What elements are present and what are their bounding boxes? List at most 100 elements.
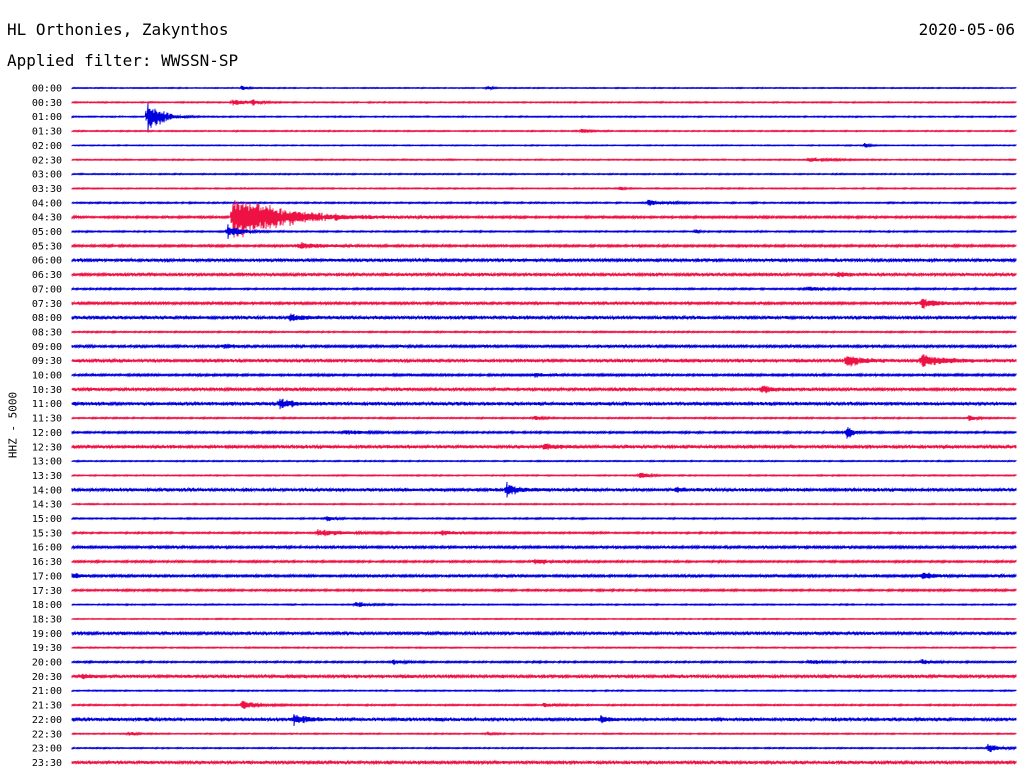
trace-line xyxy=(71,257,1017,264)
trace-line xyxy=(71,286,1017,292)
time-label: 19:00 xyxy=(32,629,62,640)
time-label: 23:30 xyxy=(32,758,62,769)
time-label: 14:30 xyxy=(32,500,62,511)
trace-line xyxy=(71,186,1017,191)
record-date: 2020-05-06 xyxy=(918,20,1015,39)
time-label: 03:30 xyxy=(32,184,62,195)
trace-line xyxy=(71,673,1017,680)
trace-line xyxy=(71,354,1017,368)
time-label: 04:00 xyxy=(32,198,62,209)
trace-line xyxy=(71,313,1017,322)
trace-line xyxy=(71,601,1017,608)
trace-line xyxy=(71,199,1017,207)
trace-line xyxy=(71,200,1017,238)
trace-line xyxy=(71,617,1017,621)
station-title: HL Orthonies, Zakynthos xyxy=(7,20,229,39)
time-label: 01:30 xyxy=(32,127,62,138)
time-label: 03:00 xyxy=(32,170,62,181)
time-label: 20:00 xyxy=(32,658,62,669)
trace-line xyxy=(71,472,1017,479)
trace-line xyxy=(71,658,1017,666)
trace-line xyxy=(71,372,1017,378)
filter-label: Applied filter: WWSSN-SP xyxy=(7,51,239,70)
time-label: 16:30 xyxy=(32,557,62,568)
trace-line xyxy=(71,714,1017,727)
time-label: 11:30 xyxy=(32,414,62,425)
time-label: 07:30 xyxy=(32,299,62,310)
time-label: 12:00 xyxy=(32,428,62,439)
trace-line xyxy=(71,99,1017,106)
time-label: 23:00 xyxy=(32,744,62,755)
time-label: 20:30 xyxy=(32,672,62,683)
trace-line xyxy=(71,398,1017,410)
trace-line xyxy=(71,128,1017,134)
time-label: 04:30 xyxy=(32,213,62,224)
trace-line xyxy=(71,271,1017,278)
trace-line xyxy=(71,426,1017,439)
time-label: 15:00 xyxy=(32,514,62,525)
time-label: 07:00 xyxy=(32,284,62,295)
time-label: 05:00 xyxy=(32,227,62,238)
trace-line xyxy=(71,587,1017,593)
trace-line xyxy=(71,172,1017,177)
trace-line xyxy=(71,481,1017,498)
time-label: 14:00 xyxy=(32,485,62,496)
trace-line xyxy=(71,103,1017,133)
trace-line xyxy=(71,630,1017,637)
trace-line xyxy=(71,700,1017,710)
trace-line xyxy=(71,343,1017,350)
time-label: 08:30 xyxy=(32,327,62,338)
time-label: 18:00 xyxy=(32,600,62,611)
time-label: 19:30 xyxy=(32,643,62,654)
time-label: 10:00 xyxy=(32,371,62,382)
trace-line xyxy=(71,443,1017,450)
trace-line xyxy=(71,645,1017,650)
time-label: 22:30 xyxy=(32,729,62,740)
time-label: 10:30 xyxy=(32,385,62,396)
time-label: 05:30 xyxy=(32,241,62,252)
trace-line xyxy=(71,142,1017,148)
time-label: 18:30 xyxy=(32,614,62,625)
time-label: 21:00 xyxy=(32,686,62,697)
trace-line xyxy=(71,329,1017,335)
trace-line xyxy=(71,459,1017,464)
time-label: 02:30 xyxy=(32,155,62,166)
time-label: 06:00 xyxy=(32,256,62,267)
trace-line xyxy=(71,544,1017,551)
trace-line xyxy=(71,156,1017,163)
trace-line xyxy=(71,242,1017,249)
time-label: 01:00 xyxy=(32,112,62,123)
trace-line xyxy=(71,415,1017,422)
time-label: 08:00 xyxy=(32,313,62,324)
time-label: 16:00 xyxy=(32,543,62,554)
trace-line xyxy=(71,743,1017,753)
trace-line xyxy=(71,385,1017,394)
trace-line xyxy=(71,502,1017,507)
trace-line xyxy=(71,224,1017,239)
time-label: 00:30 xyxy=(32,98,62,109)
time-label: 09:30 xyxy=(32,356,62,367)
trace-line xyxy=(71,688,1017,693)
time-label: 11:00 xyxy=(32,399,62,410)
trace-line xyxy=(71,85,1017,91)
time-label: 15:30 xyxy=(32,528,62,539)
time-label: 17:00 xyxy=(32,571,62,582)
trace-line xyxy=(71,516,1017,522)
trace-line xyxy=(71,529,1017,537)
time-label: 13:30 xyxy=(32,471,62,482)
time-label: 00:00 xyxy=(32,84,62,95)
time-label: 02:00 xyxy=(32,141,62,152)
time-label: 13:00 xyxy=(32,457,62,468)
trace-line xyxy=(71,572,1017,580)
time-label: 09:00 xyxy=(32,342,62,353)
time-label: 22:00 xyxy=(32,715,62,726)
time-label: 21:30 xyxy=(32,701,62,712)
trace-line xyxy=(71,759,1017,766)
trace-line xyxy=(71,731,1017,737)
time-label: 17:30 xyxy=(32,586,62,597)
time-label: 06:30 xyxy=(32,270,62,281)
trace-line xyxy=(71,558,1017,565)
time-label: 12:30 xyxy=(32,442,62,453)
trace-line xyxy=(71,298,1017,309)
